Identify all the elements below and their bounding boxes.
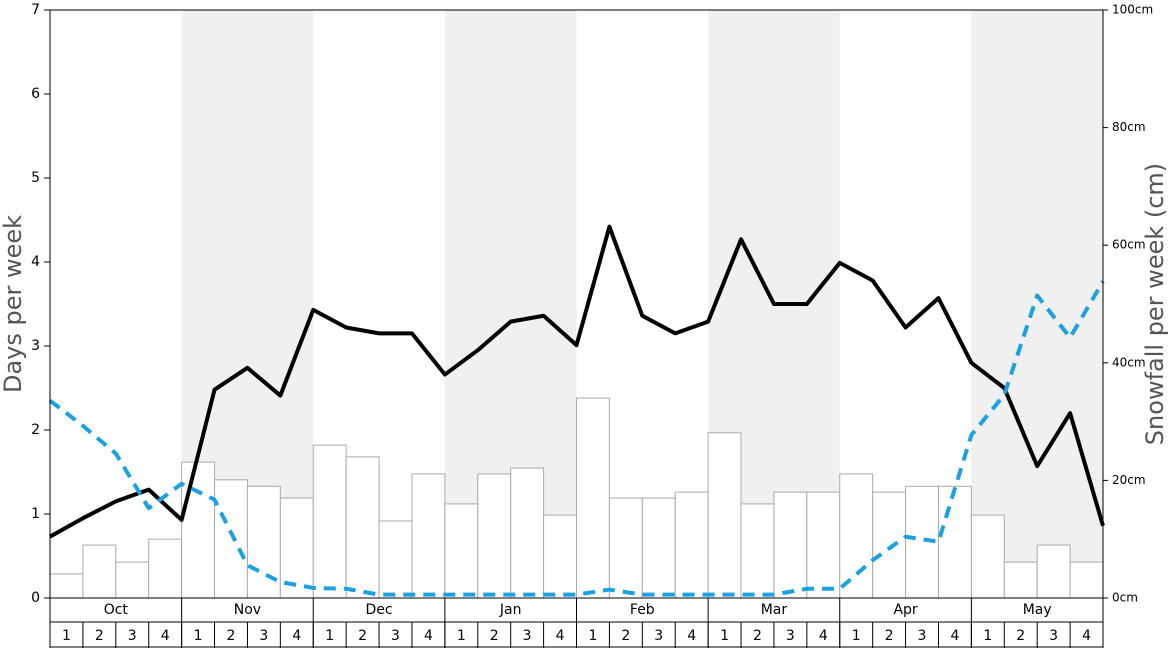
week-label: 1 — [852, 628, 861, 644]
month-label: Dec — [366, 602, 393, 618]
snow-bar — [148, 538, 183, 599]
y-tick-label: 0 — [31, 590, 40, 606]
week-label: 1 — [325, 628, 334, 644]
snow-bar — [115, 561, 150, 599]
line — [49, 224, 1105, 539]
y2-tick-label: 20cm — [1112, 473, 1146, 487]
snow-bar — [707, 432, 742, 599]
snow-bar — [82, 544, 117, 599]
snow-bar — [477, 473, 512, 599]
month-label: May — [1023, 602, 1052, 618]
week-label: 3 — [259, 628, 268, 644]
month-label: Jan — [499, 602, 522, 618]
y-tick-label: 3 — [31, 338, 40, 354]
snow-bar — [1069, 561, 1104, 599]
week-label: 3 — [654, 628, 663, 644]
week-label: 2 — [621, 628, 630, 644]
y-tick-label: 6 — [31, 86, 40, 102]
snow-bar — [49, 573, 84, 599]
snow-bar — [312, 444, 347, 599]
snow-bar — [214, 479, 248, 599]
snow-bar — [444, 503, 479, 599]
background — [181, 10, 1103, 598]
week-label: 1 — [983, 628, 992, 644]
snow-bar — [806, 491, 841, 599]
week-label: 4 — [687, 628, 696, 644]
week-label: 1 — [457, 628, 466, 644]
week-label: 1 — [194, 628, 203, 644]
week-label: 4 — [424, 628, 433, 644]
week-label: 3 — [391, 628, 400, 644]
week-label: 2 — [227, 628, 236, 644]
week-label: 1 — [588, 628, 597, 644]
week-label: 3 — [523, 628, 532, 644]
week-label: 4 — [556, 628, 565, 644]
week-label: 2 — [1016, 628, 1025, 644]
snow-bar — [641, 497, 676, 599]
month-label: Oct — [104, 602, 129, 618]
y-tick-label: 2 — [31, 422, 40, 438]
snow-bar — [773, 491, 808, 599]
y2-tick-label: 60cm — [1112, 238, 1146, 252]
week-label: 2 — [885, 628, 894, 644]
dashed-line — [48, 280, 1105, 597]
month-label: Mar — [761, 602, 788, 618]
week-label: 2 — [490, 628, 499, 644]
week-label: 3 — [1049, 628, 1058, 644]
week-label: 1 — [720, 628, 729, 644]
y2-tick-label: 40cm — [1112, 355, 1146, 369]
snow-bar — [345, 456, 380, 599]
week-label: 2 — [753, 628, 762, 644]
snow-bar — [839, 473, 874, 599]
snow-bar — [937, 485, 972, 599]
y2-tick-label: 0cm — [1112, 591, 1138, 605]
week-label: 4 — [1082, 628, 1091, 644]
snow-bar — [1003, 561, 1038, 599]
snow-bar — [181, 461, 216, 599]
snow-bar — [510, 467, 545, 599]
month-shade — [971, 10, 1103, 598]
week-label: 2 — [358, 628, 367, 644]
week-label: 4 — [950, 628, 959, 644]
y-tick-label: 7 — [31, 2, 40, 18]
plot-frame — [49, 9, 1104, 599]
snow-bar — [543, 514, 577, 599]
week-label: 4 — [161, 628, 170, 644]
y-tick-label: 1 — [31, 506, 40, 522]
y2-tick-label: 100cm — [1112, 3, 1153, 17]
week-label: 1 — [62, 628, 71, 644]
snow-bar — [740, 503, 775, 599]
week-label: 4 — [819, 628, 828, 644]
y-tick-label: 4 — [31, 254, 40, 270]
y-tick-label: 5 — [31, 170, 40, 186]
snow-bar — [872, 491, 907, 599]
snow-bar — [970, 514, 1005, 599]
snow-bar — [674, 491, 709, 599]
month-label: Nov — [234, 602, 261, 618]
month-label: Feb — [630, 602, 655, 618]
snow-bar — [378, 520, 413, 599]
month-label: Apr — [893, 602, 917, 618]
week-label: 3 — [786, 628, 795, 644]
snow-bar — [411, 473, 446, 599]
snow-bar — [608, 497, 643, 599]
week-label: 3 — [918, 628, 927, 644]
snow-bar — [1036, 544, 1071, 599]
y-axis-title: Days per week — [0, 215, 27, 393]
week-label: 3 — [128, 628, 137, 644]
y2-axis-title: Snowfall per week (cm) — [1141, 163, 1168, 445]
snow-bar — [576, 397, 610, 599]
y2-tick-label: 80cm — [1112, 120, 1146, 134]
week-label: 4 — [292, 628, 301, 644]
week-label: 2 — [95, 628, 104, 644]
